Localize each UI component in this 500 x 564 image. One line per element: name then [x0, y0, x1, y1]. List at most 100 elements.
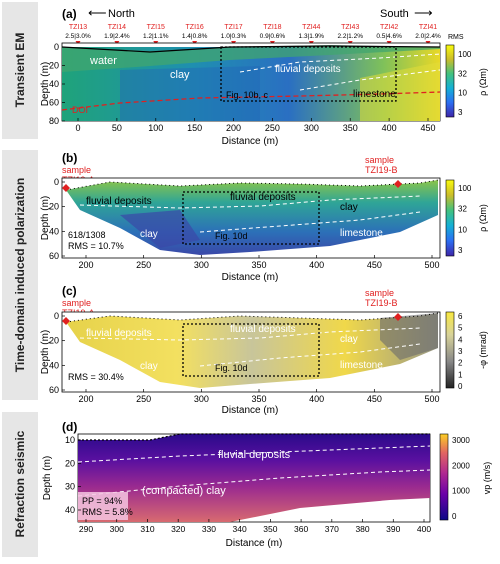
tick-label: 60: [49, 385, 59, 395]
tick-label: 340: [233, 524, 247, 534]
panel-c-letter: (c): [62, 284, 77, 298]
xticks-d: 290 300 310 320 330 340 350 360 370 380 390 400: [79, 519, 431, 534]
side-label-tdip-text: Time-domain induced polarization: [13, 178, 27, 372]
xlabel-d: Distance (m): [226, 538, 283, 549]
label-fluvial-left-c: fluvial deposits: [86, 328, 152, 339]
sample-a-marker-b: [62, 184, 70, 192]
vp-topo: [78, 433, 430, 441]
tick-label: 60: [49, 98, 59, 108]
tick-label: 320: [171, 524, 185, 534]
colorbar-tick-label: 1000: [452, 487, 470, 496]
south-arrow: ⟶: [414, 5, 433, 20]
station-name: TZI43: [341, 24, 359, 31]
ylabel-b: Depth (m): [40, 196, 51, 240]
colorbar-tick-label: 6: [458, 312, 463, 321]
tick-label: 330: [202, 524, 216, 534]
tick-label: 20: [65, 458, 75, 468]
limestone-zone: [360, 62, 440, 121]
tick-label: 400: [309, 260, 324, 270]
tick-label: 30: [65, 482, 75, 492]
label-limestone-c: limestone: [340, 360, 383, 371]
tdip-res-clay: [120, 210, 200, 248]
label-clay-bottom-b: clay: [140, 229, 158, 240]
colorbar-a-ticks: 100 32 10 3: [458, 50, 472, 117]
panel-b: (b) sample TZI19-A sample TZI19-B fluvia…: [40, 151, 488, 283]
tick-label: 300: [194, 394, 209, 404]
colorbar-d-ticks: 3000 2000 1000 0: [452, 436, 470, 521]
rms-tag: RMS: [448, 34, 464, 41]
ylabel-a: Depth (m): [40, 62, 51, 106]
colorbar-tick-label: 4: [458, 335, 463, 344]
xlabel-a: Distance (m): [222, 136, 279, 147]
panel-c: (c) sample TZI19-A sample TZI19-B fluvia…: [40, 284, 488, 416]
tick-label: 20: [49, 202, 59, 212]
topo-b: [65, 179, 439, 191]
label-iter-b: 618/1308: [68, 230, 106, 240]
station-stat: 1.2|1.1%: [143, 33, 169, 40]
tick-label: 360: [294, 524, 308, 534]
tick-label: 400: [382, 123, 397, 133]
panel-d: (d) fluvial deposits (compacted) clay PP…: [42, 420, 492, 549]
label-fluvial-center-b: fluvial deposits: [230, 192, 296, 203]
tick-label: 80: [49, 116, 59, 126]
tick-label: 10: [65, 435, 75, 445]
colorbar-tick-label: 3000: [452, 436, 470, 445]
station-stat: 1.9|2.4%: [104, 33, 130, 40]
fig10d-box-b: [182, 191, 320, 245]
tick-label: 450: [420, 123, 435, 133]
station-stat: 2.2|1.2%: [337, 33, 363, 40]
tick-label: 20: [49, 61, 59, 71]
side-label-seismic-text: Refraction seismic: [13, 430, 27, 537]
fig10bc-box: [220, 46, 397, 102]
south-label: South: [380, 8, 409, 20]
topo-c: [65, 312, 439, 323]
tick-label: 500: [424, 394, 439, 404]
colorbar-d-label: vp (m/s): [482, 462, 492, 495]
tick-label: 250: [265, 123, 280, 133]
tick-label: 150: [187, 123, 202, 133]
label-fluvial-a: fluvial deposits: [275, 64, 341, 75]
colorbar-tick-label: 10: [458, 225, 467, 234]
colorbar-b-label: ρ (Ωm): [478, 204, 488, 232]
station-stat: 1.0|0.3%: [221, 33, 247, 40]
tick-label: 0: [54, 42, 59, 52]
tick-label: 390: [386, 524, 400, 534]
yticks-a: 0 20 40 60 80: [49, 42, 65, 126]
clay-zone: [120, 66, 260, 121]
colorbar-tick-label: 1: [458, 370, 463, 379]
label-doi: DOI: [72, 105, 88, 115]
ip-fill: [66, 313, 438, 388]
label-water: water: [89, 55, 117, 67]
boundary-b2: [199, 211, 421, 233]
station-name: TZI17: [224, 24, 242, 31]
tick-label: 200: [78, 260, 93, 270]
label-clay-d: (compacted) clay: [142, 485, 226, 497]
station-stat: 1.4|0.8%: [182, 33, 208, 40]
panel-a: (a) ⟵ North South ⟶ TZI13 2.5|3.0% TZI14 1.…: [40, 5, 488, 147]
tick-label: 350: [251, 260, 266, 270]
tick-label: 0: [75, 123, 80, 133]
tick-label: 400: [309, 394, 324, 404]
label-rms-d: RMS = 5.8%: [82, 507, 133, 517]
tick-label: 0: [54, 177, 59, 187]
colorbar-tick-label: 100: [458, 50, 472, 59]
tick-label: 300: [304, 123, 319, 133]
colorbar-c-label: -φ (mrad): [478, 331, 488, 369]
sample-b-c: sample: [365, 288, 394, 298]
panel-b-letter: (b): [62, 151, 77, 165]
colorbar-tick-label: 3: [458, 347, 463, 356]
tick-label: 40: [65, 505, 75, 515]
sample-b-marker-b: [394, 180, 402, 188]
tick-label: 350: [263, 524, 277, 534]
xlabel-c: Distance (m): [222, 405, 279, 416]
tick-label: 40: [49, 226, 59, 236]
sample-a-c: sample: [62, 298, 91, 308]
colorbar-a-label: ρ (Ωm): [478, 68, 488, 96]
station-stat: 2.5|3.0%: [65, 33, 91, 40]
colorbar-a: [445, 44, 455, 118]
station-name: TZI13: [69, 24, 87, 31]
label-clay-bottom-c: clay: [140, 361, 158, 372]
side-label-seismic: Refraction seismic: [2, 412, 38, 557]
label-rms-b: RMS = 10.7%: [68, 241, 124, 251]
tick-label: 300: [194, 260, 209, 270]
